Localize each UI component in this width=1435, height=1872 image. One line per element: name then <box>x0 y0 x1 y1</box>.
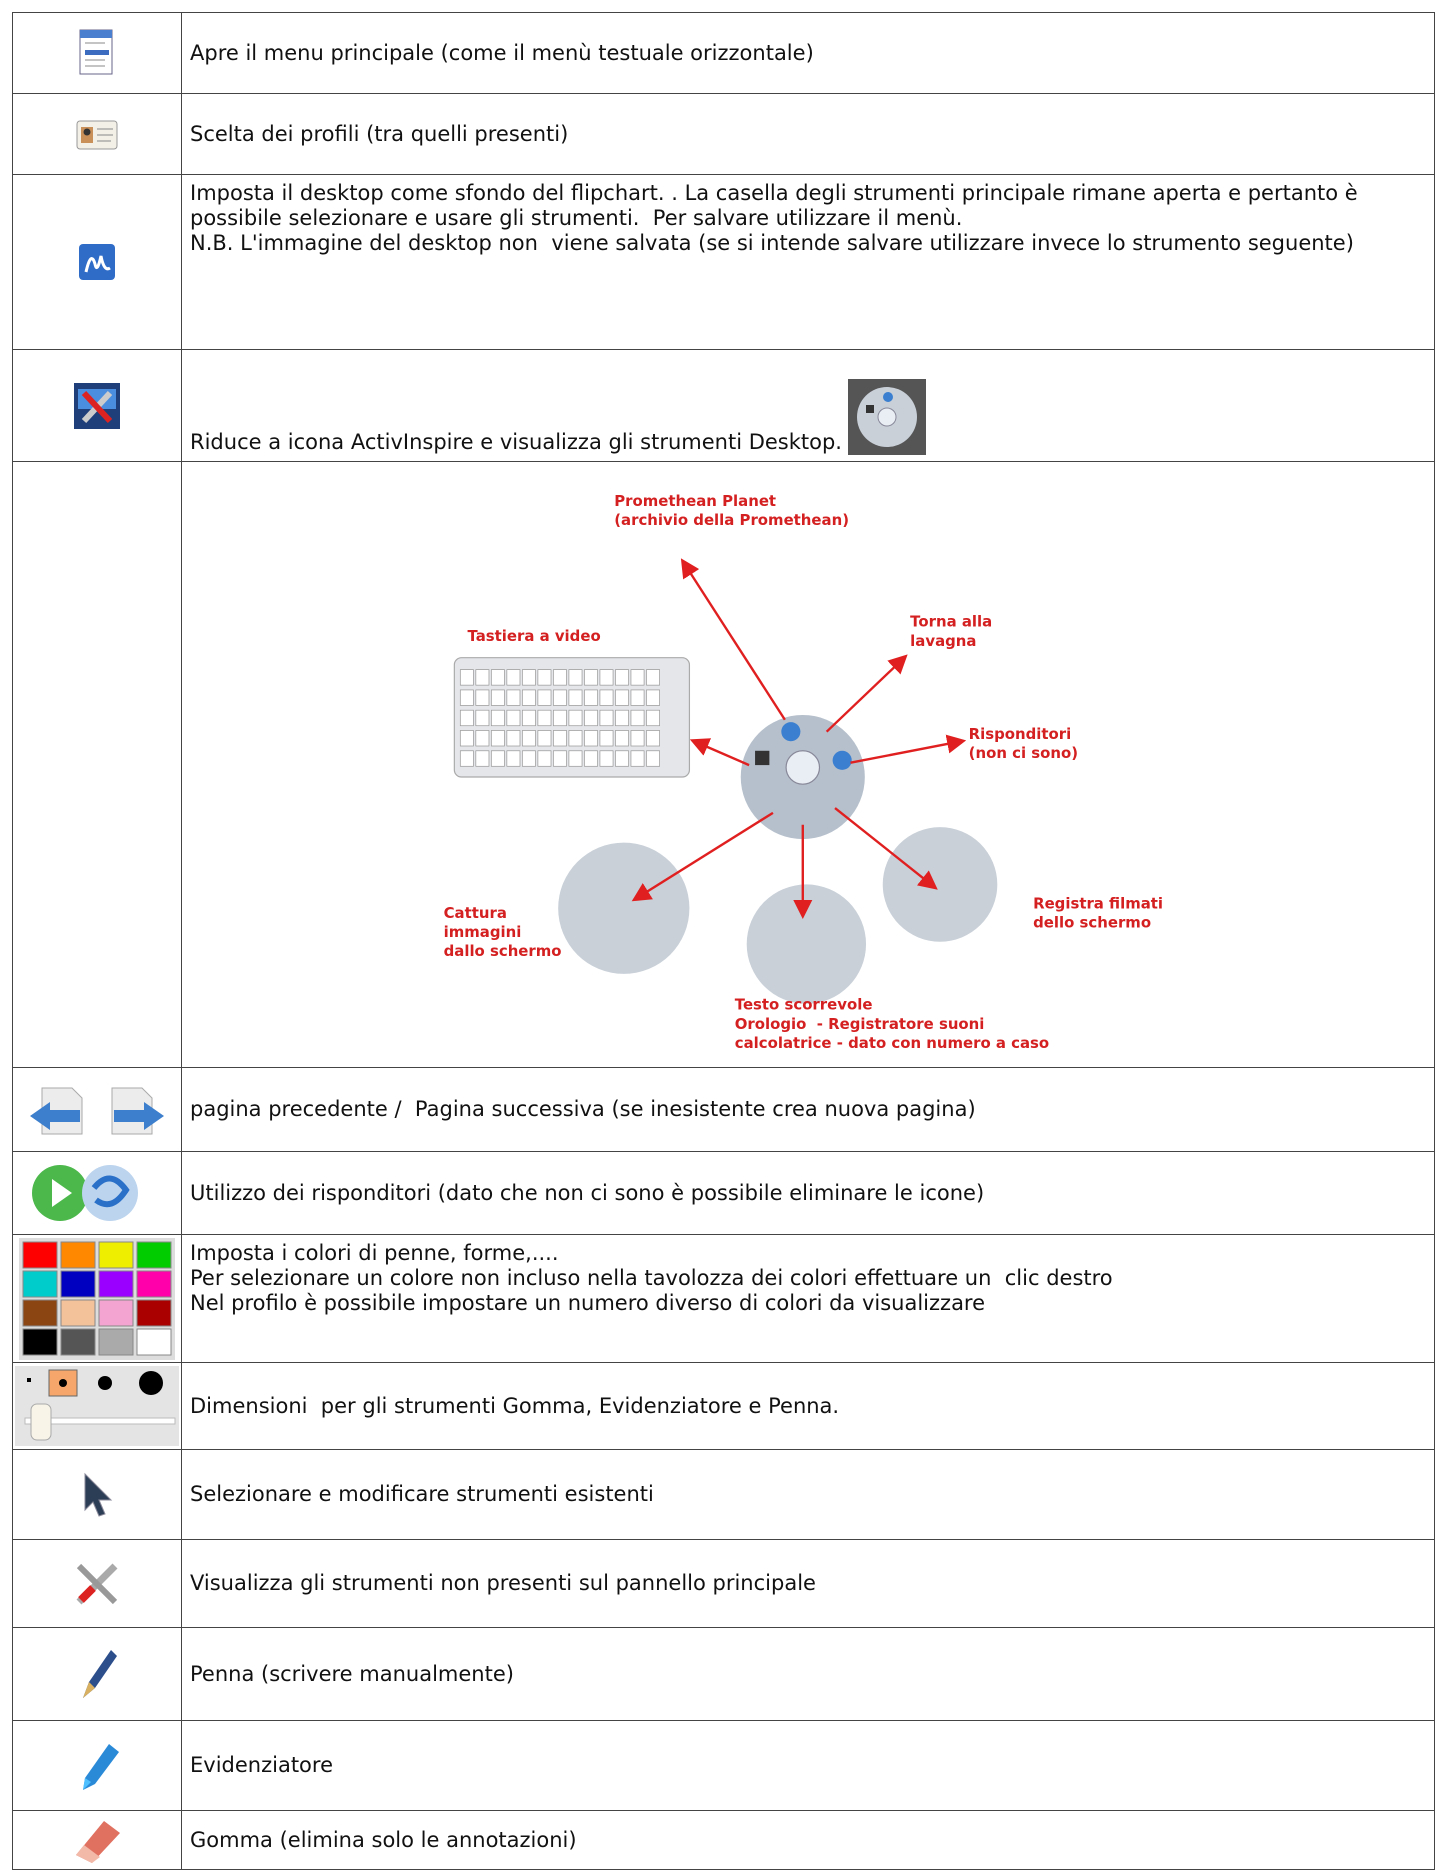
icon-cell <box>12 1362 182 1450</box>
diagram-label: (archivio della Promethean) <box>614 511 849 529</box>
diagram-label: Promethean Planet <box>614 492 776 510</box>
description: Dimensioni per gli strumenti Gomma, Evid… <box>190 1393 840 1418</box>
description: Selezionare e modificare strumenti esist… <box>190 1482 654 1506</box>
diagram-label: dallo schermo <box>444 942 562 960</box>
diagram-label: immagini <box>444 923 522 941</box>
diagram-label: Orologio - Registratore suoni <box>735 1015 985 1033</box>
icon <box>79 244 115 280</box>
description: Apre il menu principale (come il menù te… <box>190 40 814 65</box>
icon-cell <box>12 174 182 350</box>
row: Imposta il desktop come sfondo del flipc… <box>12 174 1435 350</box>
desktop-tools-image <box>847 379 926 455</box>
icon-cell <box>12 1627 182 1721</box>
paragraph: Imposta il desktop come sfondo del flipc… <box>190 181 1365 230</box>
diagram-label: dello schermo <box>1033 913 1151 931</box>
icon-cell <box>12 93 182 175</box>
diagram-label: lavagna <box>910 632 976 650</box>
description: pagina precedente / Pagina successiva (s… <box>190 1097 976 1121</box>
description: Scelta dei profili (tra quelli presenti) <box>190 121 569 146</box>
row: Gomma (elimina solo le annotazioni) <box>12 1810 1435 1870</box>
icon-cell <box>12 12 182 94</box>
icon <box>15 1366 179 1446</box>
diagram-label: Torna alla <box>910 613 992 631</box>
icon <box>19 1237 175 1360</box>
row: pagina precedente / Pagina successiva (s… <box>12 1067 1435 1152</box>
description: Penna (scrivere manualmente) <box>190 1661 514 1686</box>
description: Riduce a icona ActivInspire e visualizza… <box>190 430 842 454</box>
diagram-label: Cattura <box>444 904 507 922</box>
diagram-label: (non ci sono) <box>969 744 1078 762</box>
description: Utilizzo dei risponditori (dato che non … <box>190 1180 985 1205</box>
icon-cell <box>12 1151 182 1235</box>
icon <box>30 1087 164 1134</box>
icon-cell <box>12 1720 182 1811</box>
row: Selezionare e modificare strumenti esist… <box>12 1449 1435 1540</box>
icon-cell <box>12 1539 182 1628</box>
description: Evidenziatore <box>190 1753 333 1777</box>
icon-cell <box>12 349 182 462</box>
icon <box>74 382 120 429</box>
icon <box>76 1821 120 1863</box>
text-cell: Apre il menu principale (come il menù te… <box>181 12 1435 94</box>
text-cell: Dimensioni per gli strumenti Gomma, Evid… <box>181 1362 1435 1450</box>
diagram-label: Testo scorrevole <box>735 996 873 1014</box>
text-cell: Promethean Planet (archivio della Prometh… <box>181 461 1435 1068</box>
diagram-label: Risponditori <box>969 725 1072 743</box>
row: Imposta i colori di penne, forme,.... Per… <box>12 1234 1435 1363</box>
diagram-label: calcolatrice - dato con numero a caso <box>735 1034 1049 1052</box>
icon <box>83 1743 119 1790</box>
text-cell: Penna (scrivere manualmente) <box>181 1627 1435 1721</box>
icon-cell <box>12 1234 182 1363</box>
text-cell: Imposta i colori di penne, forme,.... Per… <box>181 1234 1435 1363</box>
paragraph: N.B. L'immagine del desktop non viene sa… <box>190 231 1354 255</box>
row: Riduce a icona ActivInspire e visualizza… <box>12 349 1435 462</box>
text-cell: pagina precedente / Pagina successiva (s… <box>181 1067 1435 1152</box>
icon <box>83 1650 117 1698</box>
row: Promethean Planet (archivio della Prometh… <box>12 461 1435 1068</box>
icon <box>84 1472 113 1517</box>
paragraph: Per selezionare un colore non incluso ne… <box>190 1266 1113 1290</box>
row: Utilizzo dei risponditori (dato che non … <box>12 1151 1435 1235</box>
paragraph: Nel profilo è possibile impostare un num… <box>190 1291 986 1315</box>
row: Dimensioni per gli strumenti Gomma, Evid… <box>12 1362 1435 1450</box>
text-cell: Gomma (elimina solo le annotazioni) <box>181 1810 1435 1870</box>
text-cell: Riduce a icona ActivInspire e visualizza… <box>181 349 1435 462</box>
tools-diagram: Promethean Planet(archivio della Prometh… <box>444 492 1163 1052</box>
text-cell: Evidenziatore <box>181 1720 1435 1811</box>
tools-table: Apre il menu principale (come il menù te… <box>12 12 1435 1870</box>
icon <box>32 1165 138 1221</box>
row: Visualizza gli strumenti non presenti su… <box>12 1539 1435 1628</box>
icon-cell <box>12 1810 182 1870</box>
row: Scelta dei profili (tra quelli presenti) <box>12 93 1435 175</box>
icon <box>76 120 118 150</box>
icon-cell <box>12 1067 182 1152</box>
text-cell: Imposta il desktop come sfondo del flipc… <box>181 174 1435 350</box>
text-cell: Visualizza gli strumenti non presenti su… <box>181 1539 1435 1628</box>
diagram-label: Registra filmati <box>1033 894 1163 912</box>
row: Penna (scrivere manualmente) <box>12 1627 1435 1721</box>
row: Evidenziatore <box>12 1720 1435 1811</box>
icon-cell <box>12 461 182 1068</box>
icon <box>76 1563 118 1604</box>
description: Gomma (elimina solo le annotazioni) <box>190 1827 577 1852</box>
description: Visualizza gli strumenti non presenti su… <box>190 1571 816 1595</box>
text-cell: Utilizzo dei risponditori (dato che non … <box>181 1151 1435 1235</box>
icon-cell <box>12 1449 182 1540</box>
icon <box>79 29 113 75</box>
text-cell: Selezionare e modificare strumenti esist… <box>181 1449 1435 1540</box>
paragraph: Imposta i colori di penne, forme,.... <box>190 1241 559 1265</box>
diagram-label: Tastiera a video <box>467 627 600 645</box>
row: Apre il menu principale (come il menù te… <box>12 12 1435 94</box>
text-cell: Scelta dei profili (tra quelli presenti) <box>181 93 1435 175</box>
